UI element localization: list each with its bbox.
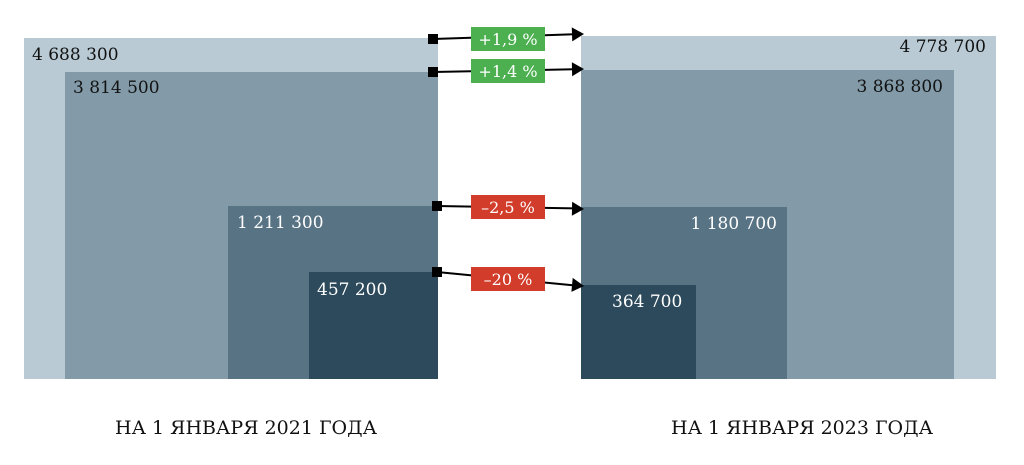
arrow-tail-2 <box>428 67 438 77</box>
left-value-3: 1 211 300 <box>237 213 324 233</box>
right-value-4: 364 700 <box>612 292 682 312</box>
right-value-3: 1 180 700 <box>690 214 777 234</box>
right-caption: НА 1 ЯНВАРЯ 2023 ГОДА <box>671 417 934 439</box>
left-caption: НА 1 ЯНВАРЯ 2021 ГОДА <box>115 417 378 439</box>
change-label-2: +1,4 % <box>478 62 537 81</box>
arrow-tail-1 <box>428 34 438 44</box>
left-value-4: 457 200 <box>317 280 387 300</box>
change-badge-1 <box>471 27 545 51</box>
change-badge-3 <box>471 195 545 219</box>
right-value-2: 3 868 800 <box>856 77 943 97</box>
arrow-head-3 <box>571 201 584 216</box>
change-label-4: –20 % <box>484 270 533 289</box>
change-label-3: –2,5 % <box>481 198 535 217</box>
change-label-1: +1,9 % <box>478 30 537 49</box>
arrow-head-4 <box>571 277 584 292</box>
left-area-4 <box>309 272 438 379</box>
change-badge-4 <box>471 267 545 291</box>
arrow-head-1 <box>571 27 584 42</box>
right-area-4 <box>581 285 696 379</box>
arrow-head-2 <box>571 62 584 77</box>
arrow-tail-3 <box>432 201 442 211</box>
change-badge-2 <box>471 59 545 83</box>
arrow-tail-4 <box>432 267 442 277</box>
left-value-1: 4 688 300 <box>32 45 119 65</box>
right-value-1: 4 778 700 <box>899 37 986 57</box>
left-value-2: 3 814 500 <box>73 78 160 98</box>
